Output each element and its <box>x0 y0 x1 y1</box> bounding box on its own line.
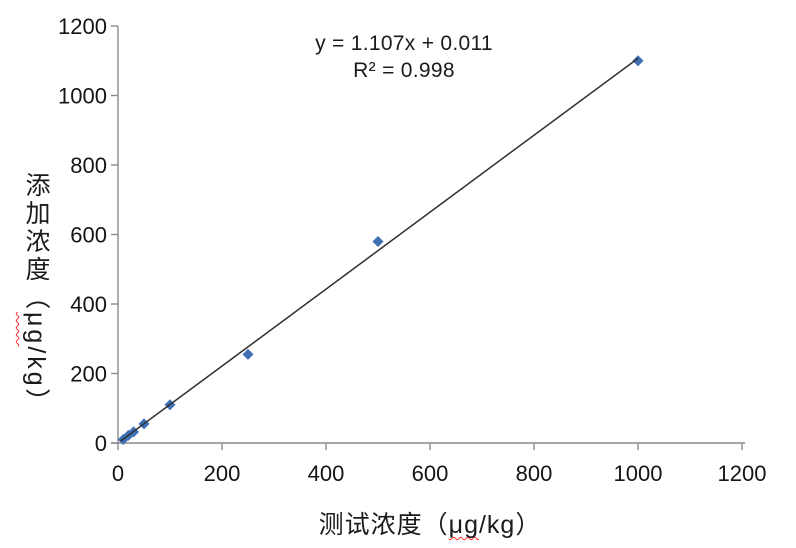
r-squared-text: R² = 0.998 <box>353 59 455 82</box>
axis-lines <box>111 26 745 444</box>
x-tick-label: 600 <box>412 461 449 486</box>
x-axis-title: 测试浓度（μg/kg） <box>118 505 742 541</box>
x-tick-label: 400 <box>308 461 345 486</box>
x-axis-title-suffix: /kg） <box>478 511 542 539</box>
trendline-annotation: y = 1.107x + 0.011 R² = 0.998 <box>254 30 554 84</box>
y-tick-label: 800 <box>70 153 107 178</box>
y-tick-label: 1200 <box>58 14 107 39</box>
x-tick-label: 1200 <box>718 461 767 486</box>
data-point-marker <box>632 55 644 67</box>
x-axis-unit-misspelled: μg <box>448 511 479 539</box>
data-point-marker <box>372 235 384 247</box>
y-tick-label: 0 <box>95 431 107 456</box>
x-tick-label: 1000 <box>614 461 663 486</box>
y-tick-label: 200 <box>70 362 107 387</box>
trendline-equation-text: y = 1.107x + 0.011 <box>315 32 493 55</box>
y-axis-unit-misspelled: μg <box>22 312 50 347</box>
data-point-marker <box>242 348 254 360</box>
y-tick-label: 600 <box>70 223 107 248</box>
y-axis-title: 添加浓度（μg/kg） <box>18 172 54 417</box>
y-tick-label: 400 <box>70 292 107 317</box>
x-tick-label: 200 <box>204 461 241 486</box>
x-tick-label: 800 <box>516 461 553 486</box>
y-axis-title-text: 添加浓度（ <box>22 172 50 312</box>
trendline <box>120 57 639 442</box>
y-axis-title-suffix: /kg） <box>22 346 50 417</box>
y-tick-label: 1000 <box>58 84 107 109</box>
x-tick-label: 0 <box>112 461 124 486</box>
x-axis-title-text: 测试浓度（ <box>318 511 449 539</box>
